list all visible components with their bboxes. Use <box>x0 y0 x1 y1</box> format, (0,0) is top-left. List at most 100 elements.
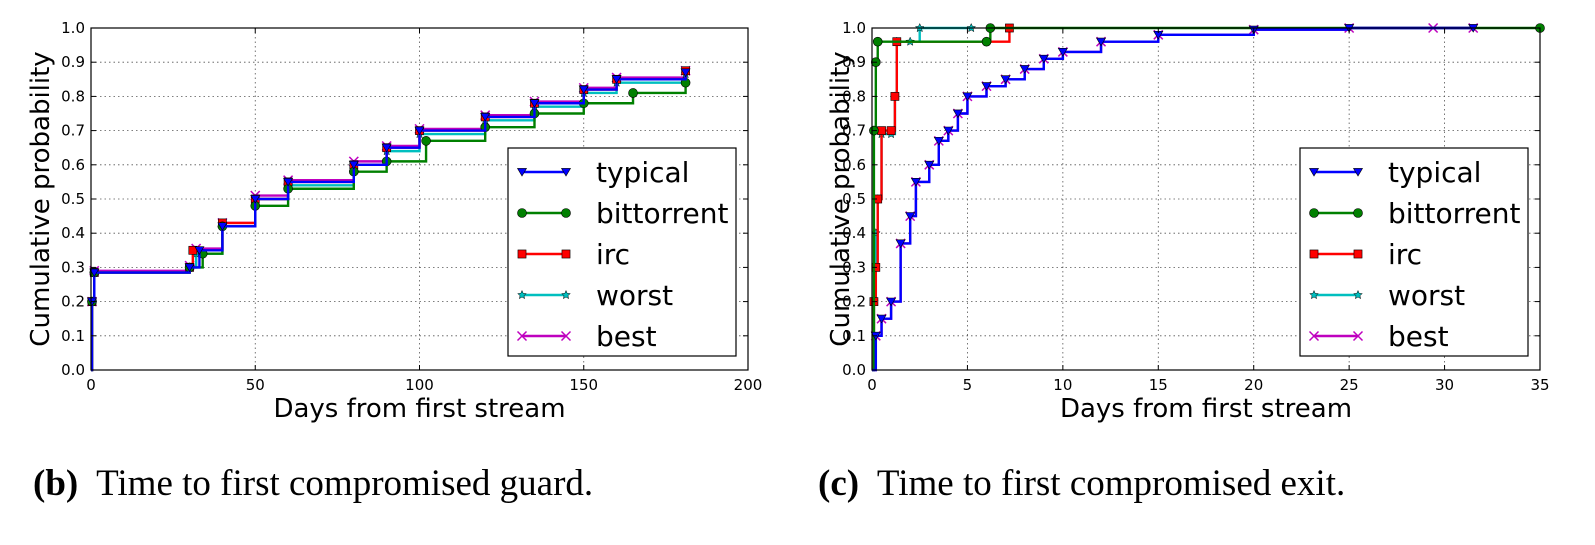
chart-b-legend-marker-a-worst <box>517 289 527 300</box>
chart-c-ytick-label-2: 0.2 <box>842 293 866 311</box>
chart-c-legend-label-worst: worst <box>1388 279 1465 312</box>
chart-c-ytick-label-0: 0.0 <box>842 361 866 379</box>
chart-b-point-typical-9 <box>381 143 392 153</box>
chart-b-legend-label-best: best <box>596 320 657 353</box>
chart-b-point-typical-2 <box>89 268 100 278</box>
chart-c-point-typical-15 <box>1038 54 1049 64</box>
chart-b-xtick-label-0: 0 <box>86 376 96 394</box>
chart-c-point-typical-9 <box>943 126 954 136</box>
chart-b-point-typical-11 <box>480 113 491 122</box>
caption-b-tag: (b) <box>33 463 79 504</box>
chart-c-point-typical-11 <box>962 92 973 102</box>
chart-b-point-typical-7 <box>283 178 294 187</box>
chart-c-ytick-label-5: 0.5 <box>842 190 866 208</box>
chart-b-ylabel: Cumulative probability <box>26 51 56 346</box>
chart-b-ytick-label-10: 1.0 <box>61 19 85 37</box>
chart-c-point-typical-10 <box>952 109 963 119</box>
chart-b-legend-marker-a-best <box>516 330 528 342</box>
chart-b-ytick-label-0: 0.0 <box>61 361 85 379</box>
chart-c-legend-marker-a-irc <box>1309 249 1319 259</box>
chart-b-point-typical-15 <box>680 68 691 78</box>
caption-c-tag: (c) <box>818 463 860 504</box>
chart-b-xtick-label-2: 100 <box>405 376 434 394</box>
caption-c: (c) Time to first compromised exit. <box>818 462 1345 505</box>
chart-c-ylabel: Cumulative probability <box>826 51 856 346</box>
chart-b-legend-label-typical: typical <box>596 156 689 189</box>
chart-b-legend-marker-b-irc <box>561 249 571 259</box>
chart-b-markers-typical <box>86 68 691 307</box>
chart-c-ytick-label-7: 0.7 <box>842 122 866 140</box>
chart-b-legend-marker-b-worst <box>561 289 571 300</box>
chart-c-ytick-label-1: 0.1 <box>842 327 866 345</box>
chart-c-point-typical-8 <box>933 136 944 146</box>
chart-c-legend-marker-b-best <box>1352 330 1364 342</box>
chart-b-legend: typical bittorrent irc worst best <box>507 147 737 357</box>
chart-b-xtick-label-3: 150 <box>569 376 598 394</box>
chart-b-series-typical <box>90 72 687 372</box>
chart-c-xtick-label-0: 0 <box>867 376 877 394</box>
chart-c-legend-marker-a-typical <box>1308 168 1320 177</box>
chart-b-legend-marker-b-typical <box>560 168 572 177</box>
chart-c-point-bittorrent-3 <box>872 36 883 47</box>
chart-b-legend-marker-b-best <box>560 330 572 342</box>
chart-b-ytick-label-6: 0.6 <box>61 156 85 174</box>
chart-b-legend-label-bittorrent: bittorrent <box>596 197 729 230</box>
chart-b-point-typical-13 <box>578 85 589 95</box>
chart-b-legend-marker-a-bittorrent <box>517 208 527 218</box>
chart-b-xtick-label-1: 50 <box>246 376 265 394</box>
chart-c-xtick-label-7: 35 <box>1530 376 1549 394</box>
chart-c-xtick-label-4: 20 <box>1244 376 1263 394</box>
chart-b-ytick-label-7: 0.7 <box>61 122 85 140</box>
chart-c-point-typical-5 <box>905 212 916 221</box>
chart-b-ytick-label-9: 0.9 <box>61 53 85 71</box>
chart-b-point-typical-8 <box>348 160 359 170</box>
caption-c-text: Time to first compromised exit. <box>876 463 1346 504</box>
chart-b-ytick-label-3: 0.3 <box>61 258 85 276</box>
chart-c-ytick-label-9: 0.9 <box>842 53 866 71</box>
chart-b-point-bittorrent-10 <box>421 136 431 146</box>
chart-c-ytick-label-4: 0.4 <box>842 224 866 242</box>
chart-b-ytick-label-4: 0.4 <box>61 224 85 242</box>
chart-c-legend-marker-b-typical <box>1352 168 1364 177</box>
chart-c-legend-marker-b-worst <box>1353 289 1363 300</box>
chart-c-legend-marker-a-bittorrent <box>1309 208 1319 218</box>
chart-c-point-typical-7 <box>924 160 935 170</box>
chart-c-xtick-label-3: 15 <box>1149 376 1168 394</box>
chart-c-xlabel: Days from first stream <box>1060 394 1352 424</box>
chart-c-point-typical-16 <box>1057 48 1068 57</box>
chart-b-point-typical-12 <box>529 99 540 108</box>
chart-c-xtick-label-5: 25 <box>1340 376 1359 394</box>
chart-c-legend-label-typical: typical <box>1388 156 1481 189</box>
chart-c-legend-marker-b-bittorrent <box>1353 208 1363 218</box>
chart-b-ytick-label-5: 0.5 <box>61 190 85 208</box>
chart-c-legend-label-bittorrent: bittorrent <box>1388 197 1521 230</box>
chart-b-legend-marker-a-typical <box>516 168 528 177</box>
chart-c-legend-marker-a-best <box>1308 330 1320 342</box>
chart-c-legend-marker-a-worst <box>1309 289 1319 300</box>
chart-b-legend-label-irc: irc <box>596 238 630 271</box>
chart-c: 0 5 10 15 20 25 30 35 0.0 0.1 0.2 0.3 0.4 0.5 0.6 0.7 0.… <box>826 19 1550 424</box>
chart-c-point-typical-14 <box>1019 65 1030 74</box>
chart-b-point-typical-3 <box>184 263 195 273</box>
chart-b-point-bittorrent-14 <box>628 88 638 98</box>
chart-b-legend-label-worst: worst <box>596 279 673 312</box>
chart-b-xlabel: Days from first stream <box>273 394 565 424</box>
chart-b-ytick-label-2: 0.2 <box>61 293 85 311</box>
chart-c-point-typical-2 <box>876 314 887 324</box>
chart-c-markers-worst <box>869 22 977 306</box>
chart-c-legend-box <box>1299 147 1529 357</box>
chart-c-legend-label-irc: irc <box>1388 238 1422 271</box>
chart-c-point-irc-6 <box>890 92 900 101</box>
chart-c-point-typical-4 <box>895 239 906 249</box>
chart-b-legend-box <box>507 147 737 357</box>
caption-b: (b) Time to first compromised guard. <box>33 462 593 505</box>
chart-b-point-typical-10 <box>414 126 425 136</box>
chart-c-ytick-label-8: 0.8 <box>842 87 866 105</box>
chart-b-ytick-label-8: 0.8 <box>61 87 85 105</box>
chart-c-point-irc-5 <box>886 126 896 135</box>
chart-b-point-typical-6 <box>250 195 261 204</box>
chart-c-ytick-label-3: 0.3 <box>842 258 866 276</box>
chart-c-xtick-label-6: 30 <box>1435 376 1454 394</box>
chart-c-legend-marker-b-irc <box>1353 249 1363 259</box>
chart-b-legend-marker-a-irc <box>517 249 527 259</box>
